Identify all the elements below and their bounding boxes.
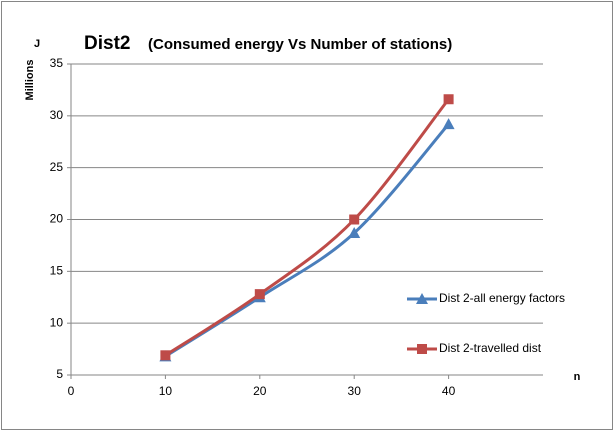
data-point — [349, 214, 360, 225]
x-tick-label: 30 — [348, 384, 362, 398]
x-tick-label: 40 — [442, 384, 456, 398]
y-tick-label: 10 — [50, 315, 64, 329]
y-axis-label: Millions — [24, 60, 36, 101]
data-point — [442, 118, 455, 130]
data-point — [443, 94, 454, 105]
y-tick-label: 15 — [50, 264, 64, 278]
data-point — [348, 226, 361, 238]
y-tick-label: 35 — [50, 56, 64, 70]
legend-marker — [417, 344, 427, 354]
y-tick-label: 20 — [50, 212, 64, 226]
x-axis-label: n — [574, 371, 581, 383]
y-tick-label: 30 — [50, 108, 64, 122]
legend-label: Dist 2-travelled dist — [439, 341, 542, 355]
data-point — [160, 350, 171, 361]
data-point — [254, 289, 265, 300]
y-tick-label: 5 — [56, 367, 63, 381]
y-unit-label: J — [34, 38, 40, 50]
legend-label: Dist 2-all energy factors — [439, 291, 565, 305]
series-line — [164, 98, 450, 357]
chart-subtitle: (Consumed energy Vs Number of stations) — [148, 36, 452, 53]
y-tick-label: 25 — [50, 160, 64, 174]
legend-marker — [416, 293, 428, 304]
chart-title: Dist2 — [84, 33, 130, 54]
x-tick-label: 0 — [68, 384, 75, 398]
x-tick-label: 10 — [159, 384, 173, 398]
x-tick-label: 20 — [253, 384, 267, 398]
